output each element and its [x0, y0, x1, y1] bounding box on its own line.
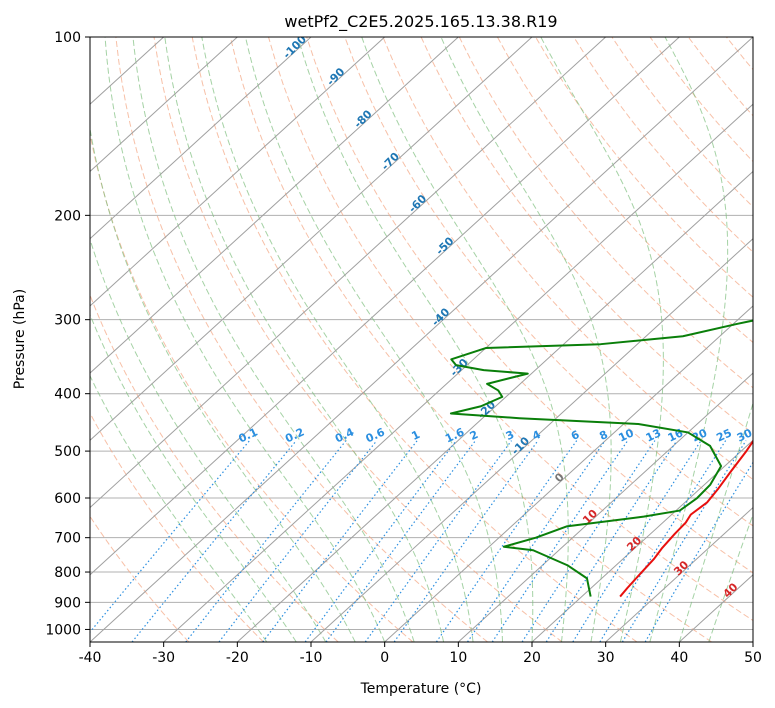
isotherm-line: [384, 305, 753, 642]
isotherm-line: [90, 37, 753, 642]
moist-adiabat: [164, 37, 445, 642]
dry-adiabat: [90, 412, 264, 642]
y-tick-label: 300: [54, 313, 81, 329]
moist-adiabat: [245, 37, 504, 642]
isotherm-line: [90, 37, 459, 374]
mixing-ratio-line: [644, 461, 753, 642]
x-tick-label: 30: [597, 650, 615, 666]
isotherm-line: [236, 170, 753, 642]
moist-adiabat: [540, 37, 664, 642]
y-tick-label: 400: [54, 387, 81, 403]
mixing-ratio-line: [131, 440, 297, 642]
dry-adiabat: [535, 37, 753, 298]
mixing-ratio-line: [599, 440, 727, 642]
mixing-ratio-label: 10: [617, 426, 637, 444]
y-tick-label: 1000: [45, 622, 81, 638]
mixing-ratio-label: 30: [735, 426, 755, 444]
moist-adiabat: [90, 125, 356, 642]
mixing-ratio-line: [304, 440, 457, 642]
isotherm-line: [90, 37, 238, 173]
x-tick-label: 50: [744, 650, 762, 666]
x-tick-label: 20: [523, 650, 541, 666]
moist-adiabat: [440, 37, 612, 642]
mixing-ratio-line: [572, 440, 702, 642]
x-tick-label: -20: [226, 650, 249, 666]
x-tick-label: -10: [300, 650, 323, 666]
dry-adiabat: [153, 37, 563, 642]
mixing-ratio-line: [467, 440, 606, 642]
dry-adiabat: [306, 37, 753, 574]
moist-adiabat: [297, 37, 534, 642]
dry-adiabat: [191, 37, 638, 642]
x-tick-label: 40: [670, 650, 688, 666]
y-tick-label: 600: [54, 491, 81, 507]
y-tick-label: 100: [54, 30, 81, 46]
isotherm-line: [90, 37, 386, 307]
x-tick-label: -40: [79, 650, 102, 666]
isotherm-line: [457, 372, 753, 642]
y-axis-ticks: 100 200 300 400 500 600 700 800 900 1000: [45, 30, 90, 638]
isotherm-line: [90, 37, 312, 240]
dry-adiabat: [268, 37, 753, 622]
mixing-ratio-lines: [90, 440, 753, 642]
y-tick-label: 900: [54, 595, 81, 611]
mixing-ratio-label: 25: [714, 426, 733, 444]
x-axis-ticks: -40 -30 -20 -10 0 10 20 30 40 50: [79, 642, 762, 666]
dry-adiabat: [458, 37, 753, 389]
dry-adiabat: [90, 515, 190, 642]
temperature-trace: [619, 439, 753, 598]
x-tick-label: 0: [380, 650, 389, 666]
mixing-ratio-line: [621, 440, 747, 642]
dewpoint-trace: [449, 319, 753, 597]
x-tick-label: -30: [152, 650, 175, 666]
isotherm-line: [752, 641, 753, 642]
mixing-ratio-line: [545, 440, 678, 642]
dry-adiabat: [497, 37, 753, 344]
moist-adiabat: [90, 313, 297, 642]
mixing-ratio-label: 13: [644, 426, 663, 444]
y-tick-label: 200: [54, 208, 81, 224]
moist-adiabat: [90, 237, 327, 642]
moist-adiabat: [201, 37, 474, 642]
isotherm-line: [605, 506, 753, 642]
isotherm-line: [90, 37, 680, 576]
mixing-ratio-line: [435, 440, 578, 642]
dry-adiabat: [90, 293, 339, 642]
chart-title: wetPf2_C2E5.2025.165.13.38.R19: [284, 12, 557, 32]
moist-adiabat: [678, 401, 753, 642]
isotherm-line: [163, 103, 753, 642]
mixing-ratio-line: [325, 440, 476, 642]
dry-adiabat: [115, 37, 488, 642]
mixing-ratio-line: [364, 440, 513, 642]
sounding-traces: [449, 319, 753, 598]
plot-frame: [89, 36, 754, 643]
x-axis-label: Temperature (°C): [360, 681, 482, 697]
mixing-ratio-line: [90, 440, 251, 634]
moist-adiabat: [361, 37, 569, 642]
moist-adiabat: [104, 37, 386, 642]
y-tick-label: 800: [54, 565, 81, 581]
y-tick-label: 500: [54, 444, 81, 460]
x-tick-label: 10: [449, 650, 467, 666]
mixing-ratio-label: 36: [756, 426, 775, 444]
mixing-ratio-line: [521, 440, 656, 642]
dry-adiabat: [382, 37, 753, 481]
isotherm-line: [90, 37, 607, 509]
y-tick-label: 700: [54, 531, 81, 547]
isotherms: [90, 37, 753, 642]
dry-adiabat: [765, 37, 775, 642]
isotherm-line: [531, 439, 753, 642]
mixing-ratio-label: 20: [690, 426, 710, 444]
isotherm-line: [90, 37, 533, 442]
mixing-ratio-line: [491, 440, 629, 642]
y-axis-label: Pressure (hPa): [12, 289, 28, 389]
moist-adiabat: [649, 37, 729, 642]
moist-adiabat: [90, 374, 268, 642]
mixing-ratio-line: [218, 440, 378, 642]
